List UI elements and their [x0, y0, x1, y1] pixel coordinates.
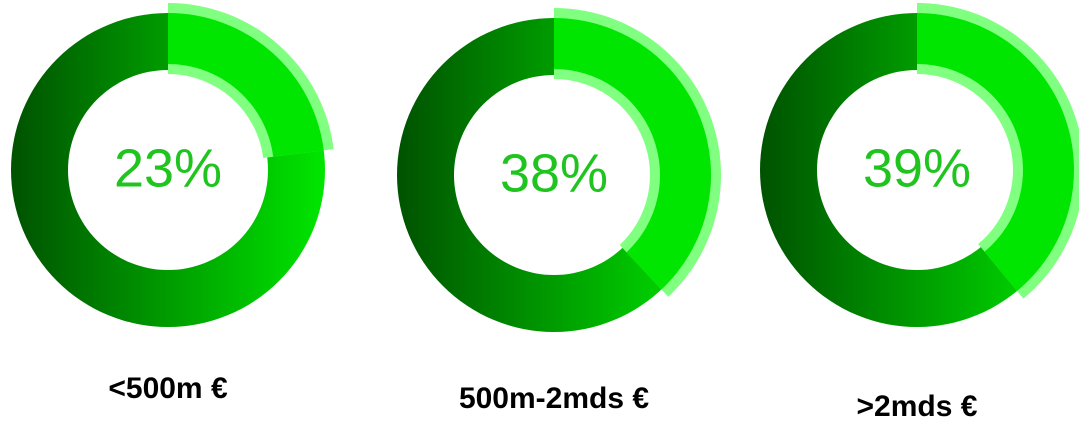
donut-label: 500m-2mds € — [459, 382, 649, 415]
donut-highlight — [168, 13, 324, 157]
value-label: 39% — [863, 138, 971, 198]
donut-highlight — [554, 18, 711, 290]
donut-label: >2mds € — [857, 390, 978, 422]
donut-highlight — [917, 13, 1074, 291]
donut-label: <500m € — [108, 372, 228, 405]
value-label: 23% — [114, 138, 222, 198]
value-label: 38% — [500, 143, 608, 203]
